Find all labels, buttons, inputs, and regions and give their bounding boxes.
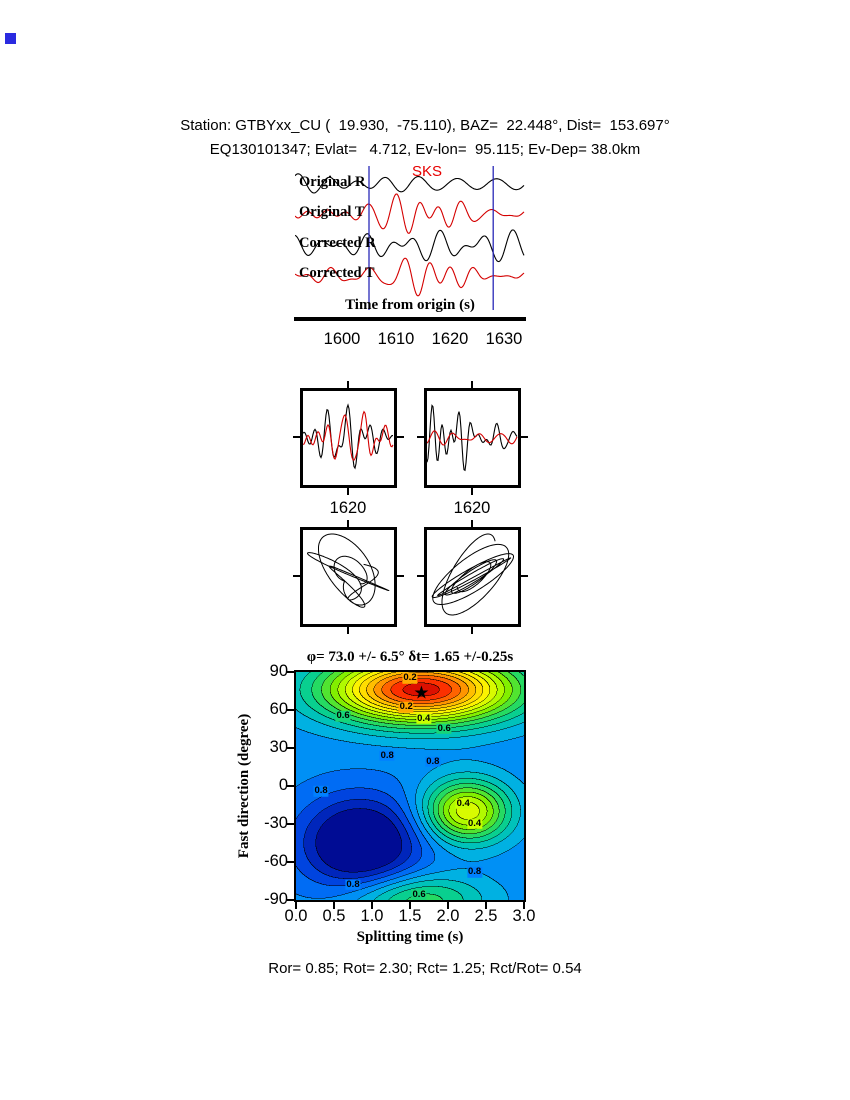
time-axis-line <box>294 317 526 321</box>
contour-label: 0.2 <box>402 672 418 684</box>
contour-xtick-mark <box>485 902 487 909</box>
contour-ytick-mark <box>287 861 294 863</box>
contour-label: 0.4 <box>455 797 471 809</box>
box-tick-mark <box>347 627 349 634</box>
time-tick-label: 1620 <box>431 330 469 348</box>
contour-xtick-mark <box>371 902 373 909</box>
box-tick-mark <box>417 436 424 438</box>
trace-label-corrected-r: Corrected R <box>299 235 376 251</box>
waveform-traces <box>295 166 525 310</box>
box-tick-mark <box>521 436 528 438</box>
box-tick-mark <box>521 575 528 577</box>
contour-ytick-label: 90 <box>269 662 288 680</box>
box-tick-mark <box>397 575 404 577</box>
corner-marker <box>5 33 16 44</box>
contour-xtick-label: 2.5 <box>474 907 498 925</box>
contour-title: φ= 73.0 +/- 6.5° δt= 1.65 +/-0.25s <box>306 649 514 665</box>
station-header: Station: GTBYxx_CU ( 19.930, -75.110), B… <box>180 117 670 134</box>
contour-ytick-label: 0 <box>278 776 288 794</box>
contour-xtick-mark <box>333 902 335 909</box>
contour-ytick-label: 60 <box>269 700 288 718</box>
contour-xtick-label: 0.5 <box>322 907 346 925</box>
contour-label: 0.8 <box>379 749 395 761</box>
box-tick-mark <box>347 488 349 495</box>
box-tick-mark <box>471 381 473 388</box>
trace-label-original-r: Original R <box>299 174 366 190</box>
box-tick-mark <box>397 436 404 438</box>
box-tick-mark <box>293 575 300 577</box>
phase-label-sks: SKS <box>412 163 443 180</box>
event-header: EQ130101347; Evlat= 4.712, Ev-lon= 95.11… <box>209 141 641 158</box>
contour-xtick-mark <box>409 902 411 909</box>
contour-ytick-mark <box>287 899 294 901</box>
footer-stats: Ror= 0.85; Rot= 2.30; Rct= 1.25; Rct/Rot… <box>268 960 582 977</box>
contour-ytick-label: -60 <box>264 852 288 870</box>
contour-label: 0.8 <box>425 755 441 768</box>
contour-xtick-label: 1.0 <box>360 907 384 925</box>
windowed-waveforms-original <box>303 403 394 470</box>
contour-label: 0.8 <box>345 878 361 891</box>
time-tick-label: 1610 <box>377 330 415 348</box>
contour-xtick-mark <box>295 902 297 909</box>
contour-ytick-mark <box>287 785 294 787</box>
box-tick-mark <box>347 520 349 527</box>
contour-xtick-label: 1.5 <box>398 907 422 925</box>
particle-motion-box-corrected <box>424 527 521 627</box>
contour-ytick-mark <box>287 823 294 825</box>
contour-xtick-mark <box>523 902 525 909</box>
zoom-tick-label: 1620 <box>329 499 367 517</box>
contour-label: 0.6 <box>411 888 427 901</box>
zoom-tick-label: 1620 <box>453 499 491 517</box>
contour-label: 0.2 <box>398 701 414 713</box>
trace-label-original-t: Original T <box>299 204 365 220</box>
contour-label: 0.4 <box>466 817 483 830</box>
windowed-waveform-box-corrected <box>424 388 521 488</box>
contour-label: 0.6 <box>436 722 452 735</box>
waveform-panel <box>295 164 525 314</box>
box-tick-mark <box>417 575 424 577</box>
contour-label: 0.4 <box>416 712 432 725</box>
particle-motion-box-original <box>300 527 397 627</box>
contour-label: 0.8 <box>466 865 483 878</box>
contour-ytick-mark <box>287 671 294 673</box>
box-tick-mark <box>471 627 473 634</box>
particle-motion-corrected <box>431 533 514 616</box>
box-tick-mark <box>471 520 473 527</box>
particle-motion-original <box>307 533 390 608</box>
contour-ytick-label: -30 <box>264 814 288 832</box>
contour-label: 0.6 <box>335 710 351 722</box>
contour-ytick-mark <box>287 747 294 749</box>
contour-ytick-label: 30 <box>269 738 288 756</box>
box-tick-mark <box>347 381 349 388</box>
contour-ytick-label: -90 <box>264 890 288 908</box>
box-tick-mark <box>471 488 473 495</box>
box-tick-mark <box>293 436 300 438</box>
contour-xtick-label: 2.0 <box>436 907 460 925</box>
windowed-waveform-box-original <box>300 388 397 488</box>
best-solution-star: ★ <box>413 681 430 702</box>
time-axis-label: Time from origin (s) <box>345 297 475 313</box>
trace-label-corrected-t: Corrected T <box>299 265 375 281</box>
contour-ytick-mark <box>287 709 294 711</box>
contour-xtick-label: 0.0 <box>284 907 308 925</box>
contour-xtick-label: 3.0 <box>512 907 536 925</box>
contour-label: 0.8 <box>313 784 329 797</box>
time-tick-label: 1630 <box>485 330 523 348</box>
windowed-waveforms-corrected <box>427 404 518 472</box>
contour-xlabel: Splitting time (s) <box>356 929 464 945</box>
contour-xtick-mark <box>447 902 449 909</box>
time-tick-label: 1600 <box>323 330 361 348</box>
